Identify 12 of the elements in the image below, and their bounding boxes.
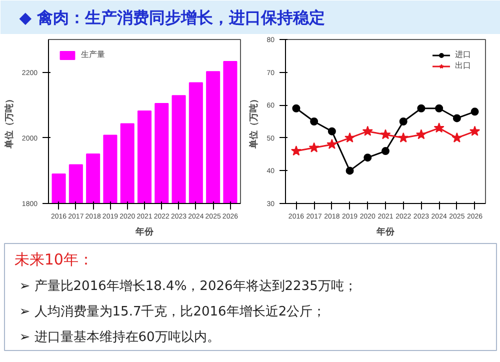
text: 未来10年： xyxy=(14,250,94,269)
x-axis-title: 年份 xyxy=(376,226,396,236)
text: ➢ 人均消费量为15.7千克，比2016年增长近2公斤； xyxy=(19,304,326,320)
text: ➢ 产量比2016年增长18.4%，2026年将达到2235万吨； xyxy=(19,278,357,294)
y-axis-title: 单位（万吨） xyxy=(248,94,259,150)
legend-label: 生产量 xyxy=(81,49,105,60)
y-axis-title: 单位（万吨） xyxy=(4,94,14,150)
x-axis-title: 年份 xyxy=(134,226,154,236)
legend-label: 出口 xyxy=(455,60,472,71)
chart-title: ◆ 禽肉：生产消费同步增长，进口保持稳定 xyxy=(19,8,326,27)
text: ➢ 进口量基本维持在60万吨以内。 xyxy=(19,330,220,346)
legend-label: 进口 xyxy=(455,49,472,60)
